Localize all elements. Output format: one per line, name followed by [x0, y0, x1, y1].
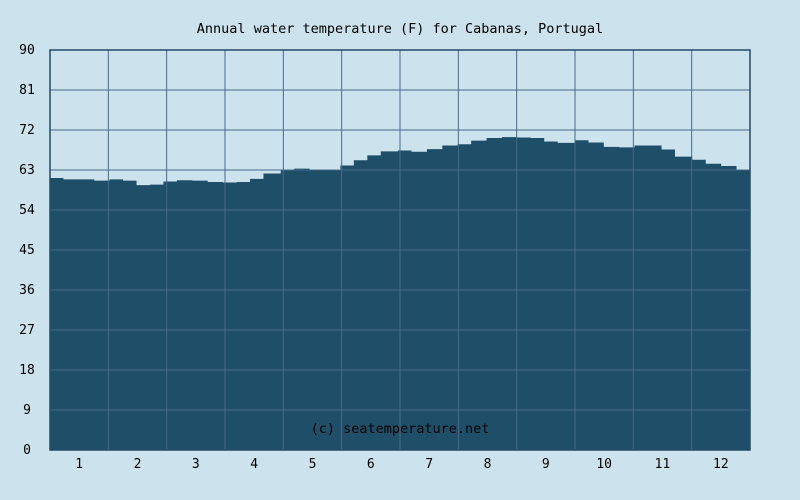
plot-frame: [49, 49, 751, 451]
y-tick-label: 81: [19, 83, 35, 98]
y-tick-label: 72: [19, 123, 35, 138]
x-tick-label: 4: [250, 457, 258, 472]
y-tick-label: 54: [19, 203, 35, 218]
x-tick-label: 12: [713, 457, 729, 472]
y-tick-label: 18: [19, 363, 35, 378]
x-tick-label: 9: [542, 457, 550, 472]
x-tick-label: 3: [192, 457, 200, 472]
y-tick-label: 9: [23, 403, 31, 418]
x-tick-label: 5: [309, 457, 317, 472]
x-tick-label: 1: [75, 457, 83, 472]
y-tick-label: 27: [19, 323, 35, 338]
x-tick-label: 10: [596, 457, 612, 472]
y-tick-label: 0: [23, 443, 31, 458]
y-tick-label: 63: [19, 163, 35, 178]
y-tick-label: 90: [19, 43, 35, 58]
x-tick-label: 2: [134, 457, 142, 472]
y-tick-label: 45: [19, 243, 35, 258]
x-tick-label: 8: [484, 457, 492, 472]
y-tick-label: 36: [19, 283, 35, 298]
chart-title: Annual water temperature (F) for Cabanas…: [197, 21, 603, 37]
x-tick-label: 6: [367, 457, 375, 472]
watermark-credit: (c) seatemperature.net: [311, 421, 490, 437]
x-tick-label: 7: [425, 457, 433, 472]
x-tick-label: 11: [655, 457, 671, 472]
